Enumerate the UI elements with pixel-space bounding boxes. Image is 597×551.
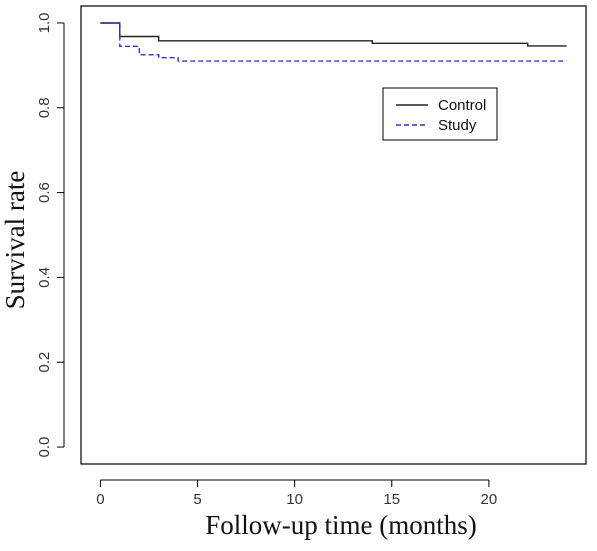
legend-label-control: Control (438, 97, 486, 114)
legend-box (382, 87, 498, 141)
x-tick-label: 0 (96, 491, 104, 508)
x-axis-title: Follow-up time (months) (205, 510, 477, 540)
x-tick-label: 15 (383, 491, 400, 508)
x-tick-label: 5 (193, 491, 201, 508)
series-line-control (100, 22, 567, 47)
y-tick-label: 0.2 (36, 352, 53, 373)
x-axis: 0 5 10 15 20 (96, 479, 498, 508)
legend-label-study: Study (438, 117, 477, 134)
series-layer (100, 22, 567, 62)
y-tick-label: 1.0 (36, 13, 53, 34)
y-tick-label: 0.8 (36, 97, 53, 118)
y-tick-label: 0.4 (36, 267, 53, 288)
x-tick-label: 10 (286, 491, 303, 508)
plot-frame (80, 5, 587, 465)
x-tick-label: 20 (481, 491, 498, 508)
y-axis-title: Survival rate (0, 171, 30, 310)
y-tick-label: 0.6 (36, 182, 53, 203)
series-line-study (100, 22, 567, 62)
y-axis: 0.0 0.2 0.4 0.6 0.8 1.0 (36, 13, 65, 458)
y-tick-label: 0.0 (36, 437, 53, 458)
legend: Control Study (382, 87, 498, 141)
